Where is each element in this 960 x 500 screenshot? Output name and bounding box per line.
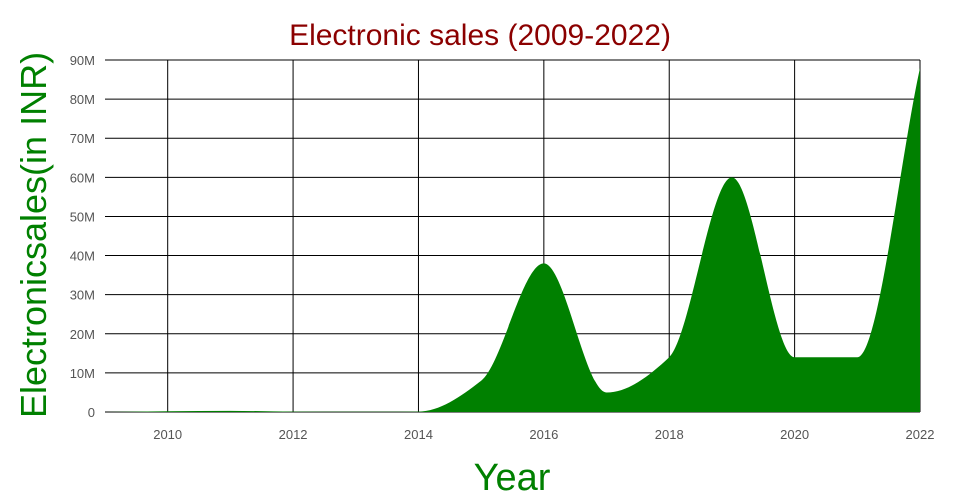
y-tick-label: 40M: [70, 249, 95, 264]
x-tick-label: 2020: [780, 427, 809, 442]
x-tick-label: 2010: [153, 427, 182, 442]
tick-labels: 0 10M 20M 30M 40M 50M 60M 70M 80M 90M 2010 2012 2014…: [70, 53, 935, 442]
x-tick-label: 2022: [906, 427, 935, 442]
x-tick-label: 2016: [529, 427, 558, 442]
y-tick-label: 20M: [70, 327, 95, 342]
y-tick-label: 60M: [70, 170, 95, 185]
y-tick-label: 70M: [70, 131, 95, 146]
x-tick-label: 2012: [279, 427, 308, 442]
x-tick-label: 2018: [655, 427, 684, 442]
y-tick-label: 50M: [70, 209, 95, 224]
x-tick-label: 2014: [404, 427, 433, 442]
y-tick-label: 0: [88, 405, 95, 420]
y-tick-label: 80M: [70, 92, 95, 107]
area-series-electronic-sales: [105, 67, 920, 413]
chart-title: Electronic sales (2009-2022): [289, 19, 671, 52]
y-tick-label: 30M: [70, 288, 95, 303]
y-tick-label: 90M: [70, 53, 95, 68]
y-axis-title: Electronicsales(in INR): [13, 52, 54, 418]
x-axis-title: Year: [474, 457, 551, 499]
y-tick-label: 10M: [70, 366, 95, 381]
